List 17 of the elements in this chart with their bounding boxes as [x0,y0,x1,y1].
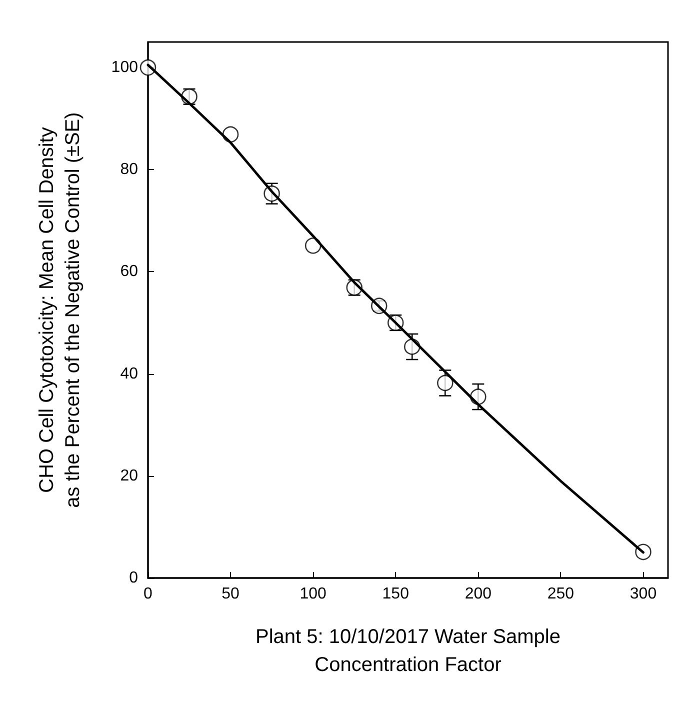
y-tick-label: 100 [111,59,138,76]
y-tick-label: 20 [120,467,138,484]
x-tick-label: 150 [382,586,410,602]
x-tick-label: 50 [222,586,240,602]
x-tick-label: 0 [144,586,153,602]
x-tick-label: 300 [630,586,657,602]
y-tick-label: 40 [120,365,138,382]
x-tick-label: 250 [547,586,574,602]
y-tick-label: 0 [129,570,138,586]
y-tick-label: 80 [120,161,138,178]
x-tick-label: 100 [300,586,327,602]
point [437,374,454,392]
y-tick-label: 60 [120,263,138,280]
x-axis-title: Plant 5: 10/10/2017 Water Sample Concentration Factor [256,626,560,676]
x-tick-label: 200 [464,586,492,602]
point [304,238,322,254]
y-axis-title: CHO Cell Cytotoxicity: Mean Cell Density as the Percent of the Negative Control (±SE) [36,112,84,508]
